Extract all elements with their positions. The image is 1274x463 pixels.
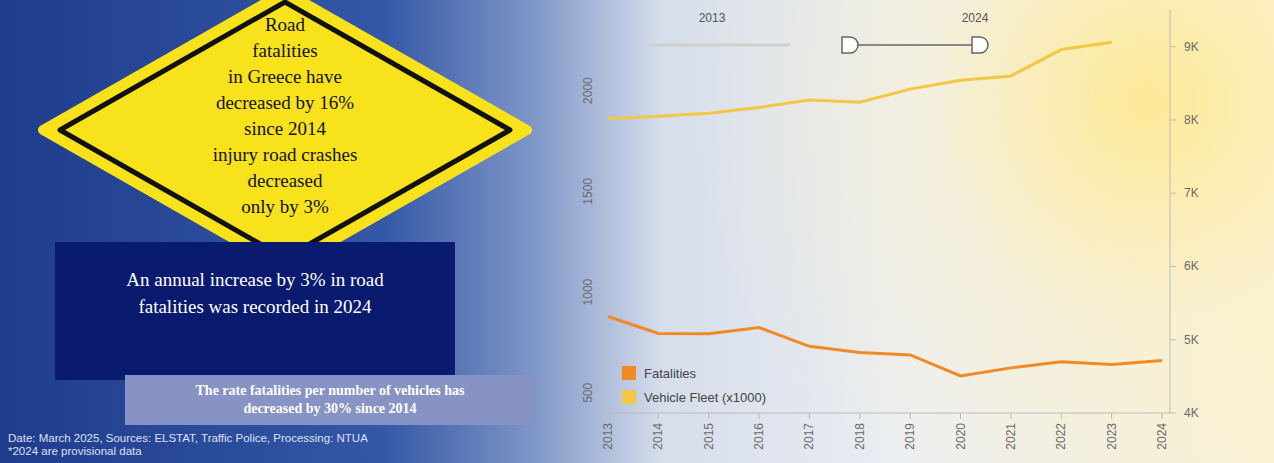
svg-text:500: 500 [581,383,595,403]
svg-text:Road: Road [265,14,306,35]
svg-text:4K: 4K [1184,406,1199,420]
svg-text:decreased by 16%: decreased by 16% [216,92,354,113]
html-text:The rate fatalities per number: The rate fatalities per number of vehicl… [195,383,465,416]
svg-text:2024: 2024 [1155,423,1169,450]
svg-text:since 2014: since 2014 [244,118,326,139]
html-text:Date: March 2025, Sources: ELS: Date: March 2025, Sources: ELSTAT, Traff… [8,432,368,444]
svg-text:2013: 2013 [601,423,615,450]
svg-text:2020: 2020 [954,423,968,450]
html-text:*2024 are provisional data: *2024 are provisional data [8,445,142,457]
html-text:Vehicle Fleet (x1000): Vehicle Fleet (x1000) [644,389,767,405]
svg-text:2016: 2016 [752,423,766,450]
svg-text:fatalities: fatalities [252,40,317,61]
svg-text:8K: 8K [1184,113,1199,127]
svg-text:9K: 9K [1184,40,1199,54]
svg-text:2018: 2018 [853,423,867,450]
html-text:Fatalities: Fatalities [644,365,696,381]
svg-text:1500: 1500 [581,178,595,205]
svg-text:2000: 2000 [581,77,595,104]
svg-text:2014: 2014 [651,423,665,450]
svg-text:2019: 2019 [903,423,917,450]
svg-text:only by 3%: only by 3% [241,196,329,217]
svg-text:injury road crashes: injury road crashes [213,144,358,165]
svg-text:5K: 5K [1184,333,1199,347]
svg-text:1000: 1000 [581,278,595,305]
svg-text:2015: 2015 [702,423,716,450]
svg-text:2021: 2021 [1004,423,1018,450]
svg-text:7K: 7K [1184,186,1199,200]
html-text:An annual increase by 3% in ro: An annual increase by 3% in road fatalit… [126,269,384,317]
svg-text:6K: 6K [1184,259,1199,273]
svg-text:decreased: decreased [248,170,323,191]
svg-text:2022: 2022 [1054,423,1068,450]
svg-text:in Greece have: in Greece have [228,66,342,87]
svg-text:2017: 2017 [802,423,816,450]
svg-text:2024: 2024 [962,11,989,25]
svg-text:2013: 2013 [699,11,726,25]
svg-text:2023: 2023 [1105,423,1119,450]
